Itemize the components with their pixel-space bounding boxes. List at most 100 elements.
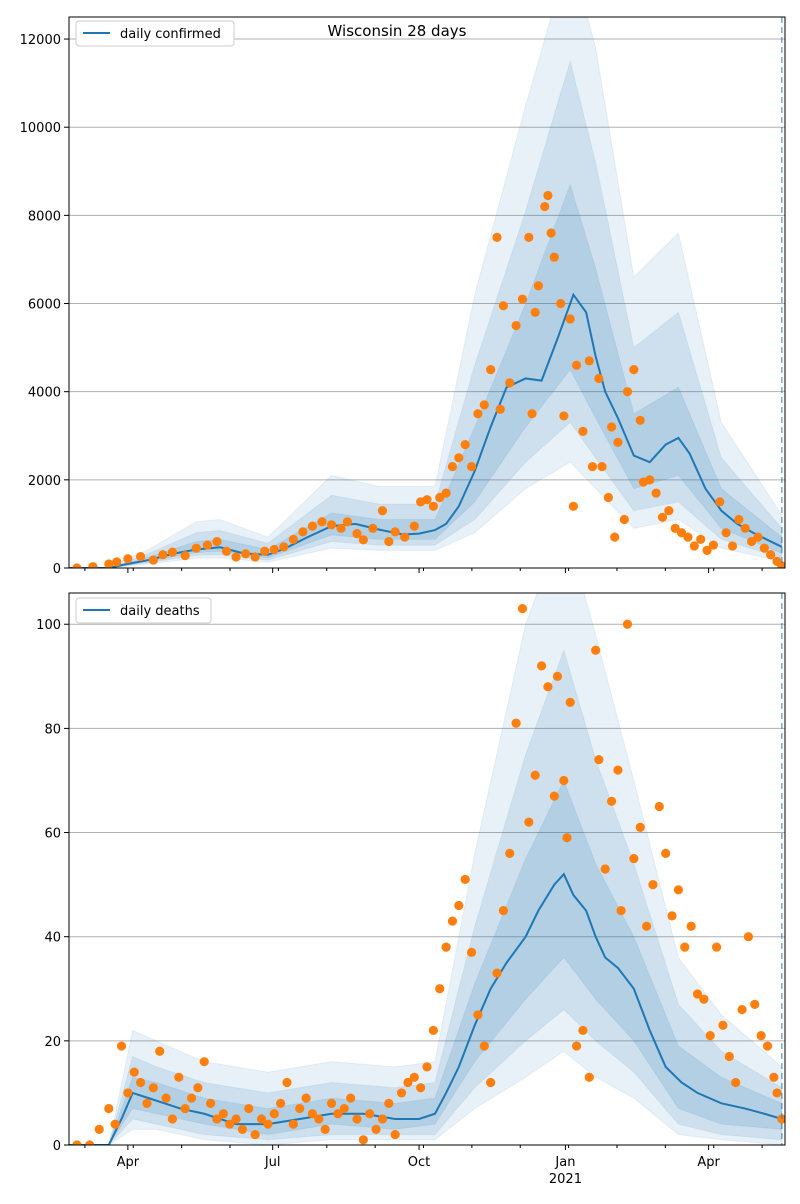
deaths-observed-point [718,1020,728,1030]
confirmed-y-tick-label: 4000 [28,386,61,401]
confirmed-observed-point [158,550,168,560]
confirmed-observed-point [635,415,645,425]
deaths-observed-point [447,916,458,926]
deaths-observed-point [454,900,464,911]
confirmed-observed-point [702,545,712,555]
deaths-observed-point [384,1098,394,1108]
confirmed-observed-point [342,517,353,527]
deaths-observed-point [699,994,709,1004]
deaths-y-ticks: 0 20 40 60 80 100 [36,618,69,1154]
chart-title: Wisconsin 28 days [328,22,467,40]
deaths-observed-point [772,1088,782,1098]
deaths-observed-point [129,1067,139,1077]
confirmed-observed-point [527,409,537,419]
deaths-observed-point [365,1109,375,1119]
confirmed-observed-point [167,547,178,557]
confirmed-y-tick-label: 0 [53,562,61,577]
deaths-observed-point [473,1010,483,1020]
deaths-observed-point [743,932,754,942]
confirmed-observed-point [148,555,158,565]
confirmed-observed-point [549,252,559,262]
confirmed-observed-point [492,232,502,242]
deaths-observed-point [123,1088,133,1098]
confirmed-observed-point [104,559,114,568]
confirmed-y-tick-label: 10000 [20,121,61,136]
x-tick-label: Apr [117,1155,140,1170]
deaths-observed-point [750,999,760,1009]
deaths-observed-point [409,1072,419,1082]
deaths-observed-point [661,848,671,858]
deaths-observed-point [186,1093,197,1103]
deaths-observed-point [435,984,445,994]
confirmed-observed-point [400,532,410,542]
confirmed-observed-point [486,365,496,375]
confirmed-observed-point [495,404,505,414]
confirmed-y-tick-label: 12000 [20,33,61,48]
deaths-y-tick-label: 20 [44,1035,61,1050]
confirmed-x-ticks [84,568,763,573]
deaths-observed-point [530,770,540,780]
deaths-y-tick-label: 0 [53,1139,61,1154]
deaths-observed-point [256,1114,267,1124]
confirmed-observed-point [231,552,241,562]
confirmed-observed-point [517,294,528,304]
confirmed-points [72,190,785,568]
deaths-observed-point [288,1119,298,1129]
deaths-observed-point [161,1093,171,1103]
deaths-panel: 0 20 40 60 80 100 Apr Jul Oct Jan Apr 2021 daily d… [36,592,786,1187]
deaths-observed-point [635,822,645,832]
confirmed-observed-point [683,532,693,542]
deaths-observed-point [724,1051,734,1062]
deaths-observed-point [72,1140,82,1145]
confirmed-observed-point [766,550,776,560]
deaths-observed-point [206,1098,216,1108]
confirmed-observed-point [603,492,613,503]
confirmed-panel: 0 2000 4000 6000 8000 10000 12000 daily confir… [20,16,786,577]
confirmed-observed-point [317,517,327,527]
deaths-observed-point [333,1109,343,1119]
confirmed-observed-point [540,201,550,212]
confirmed-observed-point [578,426,588,436]
confirmed-axes-frame [68,16,786,569]
deaths-observed-point [295,1103,305,1114]
deaths-observed-point [731,1077,741,1088]
deaths-observed-point [276,1098,286,1108]
deaths-observed-point [562,833,572,843]
deaths-observed-point [543,682,553,692]
confirmed-observed-point [441,488,451,498]
confirmed-observed-point [651,488,661,498]
deaths-observed-point [552,671,563,681]
deaths-observed-point [584,1072,594,1082]
deaths-observed-point [486,1077,496,1088]
confirmed-observed-point [696,534,706,544]
confirmed-observed-point [727,541,738,551]
deaths-observed-point [104,1103,114,1114]
deaths-observed-point [371,1124,381,1134]
confirmed-observed-point [533,281,543,291]
deaths-observed-point [422,1062,432,1072]
x-tick-label: Apr [697,1155,720,1170]
confirmed-observed-point [352,529,362,539]
deaths-observed-point [116,1041,127,1051]
confirmed-observed-point [336,523,346,533]
confirmed-observed-point [613,437,623,447]
deaths-observed-point [460,874,470,885]
confirmed-observed-point [721,528,731,538]
confirmed-observed-point [422,495,432,505]
deaths-observed-point [110,1119,120,1129]
confirmed-observed-point [136,551,146,562]
confirmed-observed-point [597,462,607,472]
deaths-observed-point [390,1129,400,1140]
deaths-legend-box [75,597,212,624]
confirmed-y-tick-label: 6000 [28,298,61,313]
deaths-observed-point [498,906,508,916]
confirmed-observed-point [326,520,337,530]
deaths-observed-point [237,1124,248,1134]
deaths-observed-point [648,880,658,890]
deaths-observed-point [629,853,639,864]
deaths-observed-point [505,848,515,858]
deaths-observed-point [403,1077,413,1088]
confirmed-observed-point [466,462,477,472]
deaths-observed-point [263,1119,273,1129]
deaths-observed-point [613,765,623,775]
